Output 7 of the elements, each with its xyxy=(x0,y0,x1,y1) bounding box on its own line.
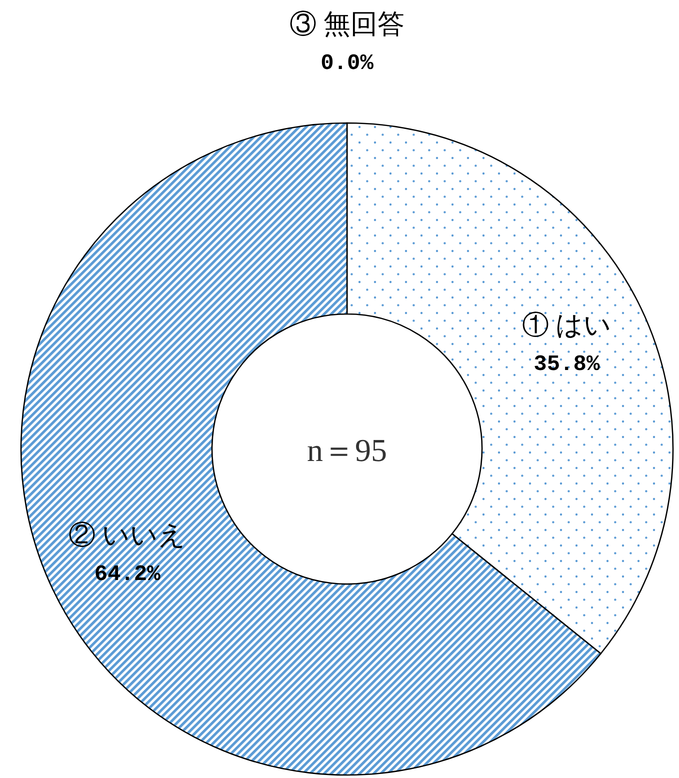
slice-label: ② いいえ xyxy=(68,520,186,550)
data-label: 64.2% xyxy=(94,562,162,588)
data-label: 35.8% xyxy=(534,352,600,377)
slice-label: ① はい xyxy=(522,310,612,340)
category-label: ③ 無回答 xyxy=(290,9,404,39)
text: 0.0% xyxy=(320,51,374,76)
text: n＝95 xyxy=(307,432,387,468)
